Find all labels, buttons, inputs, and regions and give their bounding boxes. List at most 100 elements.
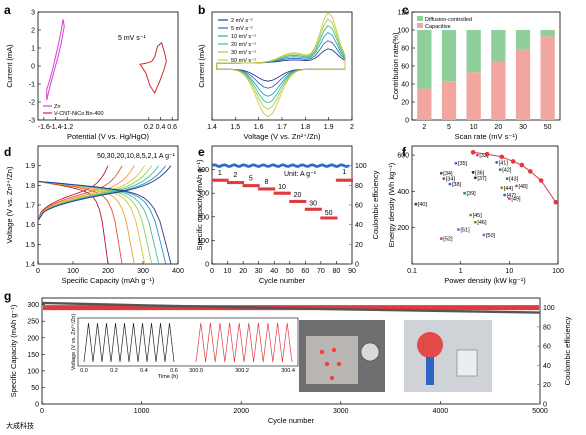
e-capacity-point xyxy=(281,191,285,195)
b-legend-label: 5 mV s⁻¹ xyxy=(231,26,253,32)
b-series-5 xyxy=(216,11,346,118)
g-photo-led-light xyxy=(336,361,342,367)
f-ylabel: Energy density (Wh kg⁻¹) xyxy=(387,162,396,247)
e-capacity-point xyxy=(277,191,281,195)
f-reference-point xyxy=(515,184,518,188)
f-ytick-label: 200 xyxy=(397,225,409,232)
f-reference-point xyxy=(414,202,418,206)
e-rate-label: 30 xyxy=(309,200,317,207)
c-ytick-label: 40 xyxy=(401,82,409,89)
d-charge-7 xyxy=(37,165,172,221)
e-capacity-point xyxy=(248,184,252,188)
e-capacity-point xyxy=(295,199,299,203)
f-xtick-label: 100 xyxy=(552,268,564,275)
f-reference-label: [47] xyxy=(507,193,517,199)
e-capacity-point xyxy=(318,207,322,211)
e-ce-point xyxy=(346,164,350,168)
e-capacity-point xyxy=(312,207,316,211)
f-series-point xyxy=(499,154,505,160)
f-series-point xyxy=(538,178,544,183)
c-bar-1-3 xyxy=(491,30,506,62)
a-xlabel: Potential (V vs. Hg/HgO) xyxy=(67,132,150,141)
f-reference-point xyxy=(454,161,458,165)
e-capacity-point xyxy=(308,207,312,211)
f-reference-label: [51] xyxy=(460,228,470,234)
e-capacity-point xyxy=(297,199,301,203)
e-xtick-label: 70 xyxy=(317,268,325,275)
f-series-point xyxy=(553,199,559,205)
a-legend-label: Zn xyxy=(54,104,60,110)
a-xtick-label: -1.6 xyxy=(38,124,50,131)
e-capacity-point xyxy=(260,187,264,191)
e-capacity-point xyxy=(293,199,297,203)
f-series-point xyxy=(510,159,516,164)
e-capacity-point xyxy=(343,178,347,182)
g-ytick-label: 300 xyxy=(27,302,39,309)
e-rate-label: 8 xyxy=(264,179,268,186)
c-bar-0-1 xyxy=(441,81,457,120)
g-xtick-label: 5000 xyxy=(532,408,548,415)
g-photo-fan-stand xyxy=(426,357,434,385)
e-capacity-point xyxy=(268,187,272,191)
c-bar-0-3 xyxy=(491,61,506,120)
e-capacity-point xyxy=(219,178,223,182)
g-inset-frame xyxy=(77,317,299,367)
e-capacity-point xyxy=(299,199,303,203)
f-reference-point xyxy=(469,213,473,217)
d-charge-1 xyxy=(37,165,123,221)
g-inset-xtick-label: 0.0 xyxy=(80,368,88,374)
f-reference-label: [38] xyxy=(452,182,462,188)
f-reference-label: [52] xyxy=(443,237,453,243)
g-photo-fan-background xyxy=(404,320,492,392)
g-ytick-label: 50 xyxy=(31,385,39,392)
f-reference-label: [34] xyxy=(443,171,453,177)
e-capacity-point xyxy=(237,181,241,185)
b-legend-label: 10 mV s⁻¹ xyxy=(231,34,256,40)
c-bar-0-5 xyxy=(540,36,555,120)
a-xtick-label: -1.2 xyxy=(61,124,73,131)
e-capacity-point xyxy=(289,199,293,203)
b-xtick-label: 1.7 xyxy=(277,124,287,131)
a-series-0 xyxy=(46,19,65,101)
c-ytick-label: 100 xyxy=(397,28,409,35)
b-legend-label: 30 mV s⁻¹ xyxy=(231,50,256,56)
e-capacity-point xyxy=(320,216,324,220)
g-ytick-label: 200 xyxy=(27,335,39,342)
f-reference-label: [50] xyxy=(486,233,496,239)
e-capacity-point xyxy=(272,187,276,191)
e-y2tick-label: 40 xyxy=(355,222,363,229)
e-y2tick-label: 100 xyxy=(355,163,367,170)
e-capacity-point xyxy=(332,216,336,220)
e-rate-label: 5 xyxy=(249,175,253,182)
a-xtick-label: 0.6 xyxy=(167,124,177,131)
g-inset-ylabel: Voltage (V vs. Zn²⁺/Zn) xyxy=(70,314,77,371)
c-xtick-label: 5 xyxy=(447,124,451,131)
e-capacity-point xyxy=(339,178,343,182)
e-capacity-point xyxy=(334,216,338,220)
e-xtick-label: 20 xyxy=(239,268,247,275)
e-capacity-point xyxy=(322,216,326,220)
f-series-point xyxy=(519,162,525,168)
e-rate-label: 1 xyxy=(342,169,346,176)
c-bar-1-5 xyxy=(540,30,555,37)
d-ytick-label: 1.7 xyxy=(25,203,35,210)
d-xtick-label: 200 xyxy=(102,268,114,275)
g-photo-led-light xyxy=(324,361,330,367)
e-capacity-point xyxy=(246,184,250,188)
f-reference-point xyxy=(503,193,507,197)
b-xtick-label: 1.4 xyxy=(207,124,217,131)
panel-label-a: a xyxy=(4,3,11,17)
g-photo-led-light xyxy=(331,347,337,353)
g-inset-xtick-label: 0.6 xyxy=(170,368,178,374)
panel-g-frame xyxy=(41,297,541,405)
panel-label-b: b xyxy=(198,3,205,17)
panel-f-frame xyxy=(411,145,559,265)
f-reference-label: [34] xyxy=(446,177,456,183)
e-capacity-point xyxy=(244,184,248,188)
e-capacity-point xyxy=(250,184,254,188)
a-legend-label: V-CNT-NiCo Bn-400 xyxy=(54,111,104,117)
e-capacity-point xyxy=(231,181,235,185)
e-capacity-point xyxy=(256,184,260,188)
g-inset-xlabel: Time (h) xyxy=(158,374,178,380)
g-photo-led-light xyxy=(329,375,335,381)
